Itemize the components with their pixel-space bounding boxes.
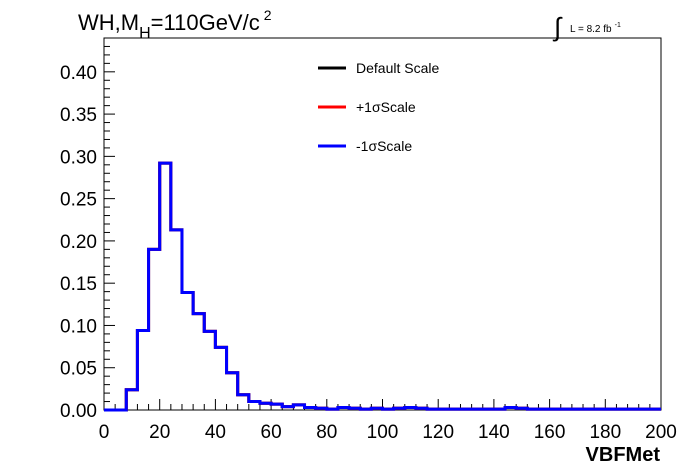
y-tick-label: 0.10 xyxy=(60,316,97,337)
x-tick-label: 20 xyxy=(149,422,170,443)
chart-title-superscript: 2 xyxy=(264,7,272,23)
x-axis-label: VBFMet xyxy=(586,444,661,466)
chart-title-subscript: H xyxy=(139,25,151,42)
x-tick-label: 160 xyxy=(534,422,566,443)
x-tick-label: 40 xyxy=(205,422,226,443)
series-layer xyxy=(104,161,661,412)
y-tick-labels: 0.00 0.05 0.10 0.15 0.20 0.25 0.30 0.35 0.40 xyxy=(60,63,97,422)
legend-label: +1σScale xyxy=(356,99,416,115)
x-tick-label: 80 xyxy=(316,422,337,443)
y-tick-label: 0.00 xyxy=(60,401,97,422)
luminosity-label: L = 8.2 fb -1 xyxy=(570,22,621,35)
y-tick-label: 0.15 xyxy=(60,274,97,295)
x-tick-label: 140 xyxy=(478,422,510,443)
x-tick-label: 180 xyxy=(589,422,621,443)
legend: Default Scale +1σScale -1σScale xyxy=(318,60,439,154)
y-tick-label: 0.05 xyxy=(60,359,97,380)
y-tick-label: 0.25 xyxy=(60,190,97,211)
x-tick-label: 200 xyxy=(645,422,677,443)
luminosity-annotation: ∫ L = 8.2 fb -1 xyxy=(552,12,621,42)
x-tick-label: 60 xyxy=(261,422,282,443)
y-tick-label: 0.30 xyxy=(60,147,97,168)
x-tick-label: 120 xyxy=(422,422,454,443)
legend-label: Default Scale xyxy=(356,60,439,76)
chart-title: WH,MH=110GeV/c 2 xyxy=(78,7,272,42)
x-tick-labels: 0 20 40 60 80 100 120 140 160 180 200 xyxy=(99,422,677,443)
chart-title-main: WH,M xyxy=(78,10,139,35)
y-tick-label: 0.35 xyxy=(60,105,97,126)
integral-sign: ∫ xyxy=(552,12,563,42)
luminosity-text: L = 8.2 fb xyxy=(570,24,612,35)
luminosity-superscript: -1 xyxy=(615,22,621,29)
y-tick-label: 0.20 xyxy=(60,232,97,253)
series-line-2 xyxy=(104,161,661,412)
x-tick-label: 100 xyxy=(367,422,399,443)
x-tick-label: 0 xyxy=(99,422,110,443)
legend-label: -1σScale xyxy=(356,138,412,154)
chart-title-rest: =110GeV/c xyxy=(151,10,260,35)
y-tick-label: 0.40 xyxy=(60,63,97,84)
